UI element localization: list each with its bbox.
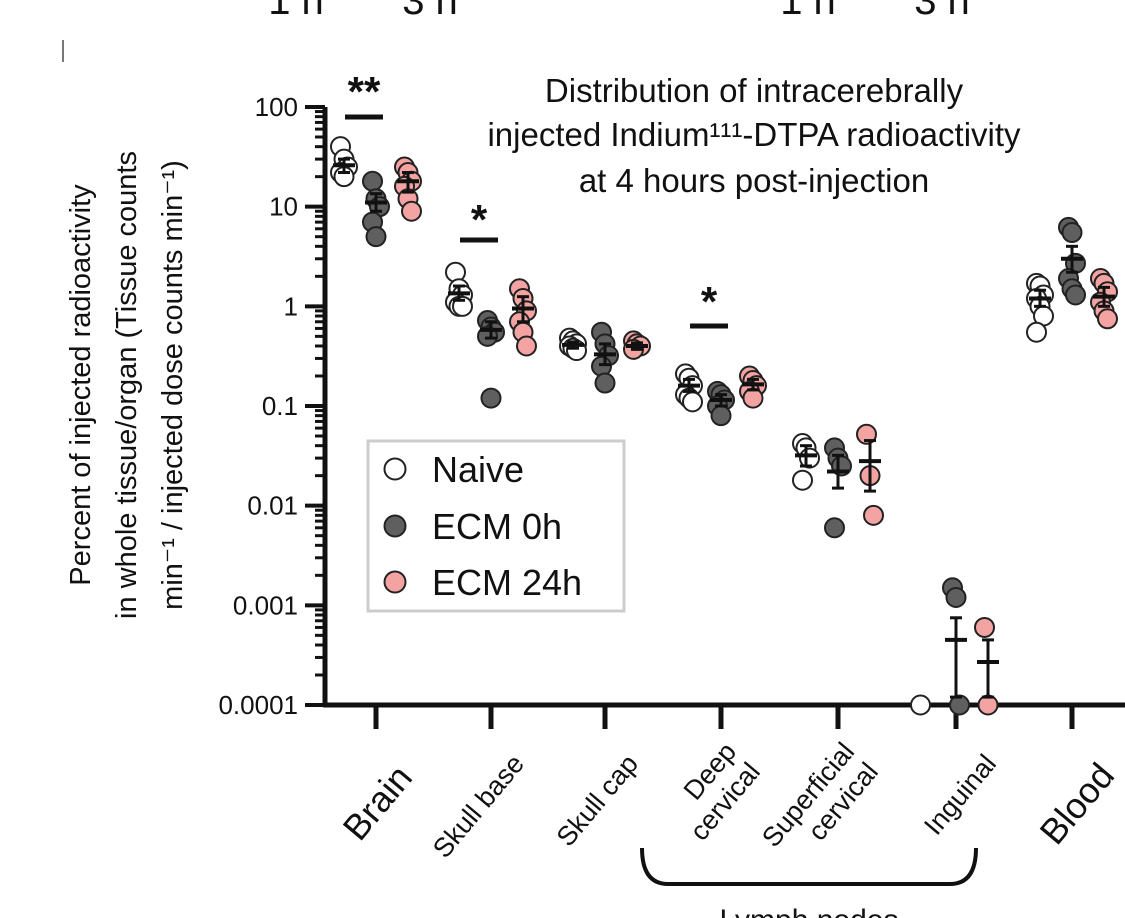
y-tick-label: 0.0001 (218, 690, 298, 720)
y-axis-label: Percent of injected radioactivity in who… (65, 151, 189, 619)
series-naive (330, 136, 1054, 716)
data-point (1097, 308, 1118, 330)
data-point (591, 355, 612, 377)
data-point (365, 226, 387, 248)
significance-label: * (471, 196, 488, 243)
y-tick-label: 1 (284, 291, 298, 321)
y-tick-label: 10 (269, 192, 298, 222)
legend-label-ecm-0h: ECM 0h (432, 506, 562, 547)
bracket-label: Lymph nodes (719, 904, 898, 918)
x-category-label: Skull base (427, 749, 530, 864)
bracket-line (640, 847, 978, 886)
data-point (1026, 321, 1047, 343)
legend-marker-ecm-0h (383, 514, 407, 538)
top-fragment: 1 h (268, 0, 324, 23)
data-point (792, 469, 813, 491)
y-ticks: 0.0001 0.001 0.01 0.1 1 10 100 (218, 92, 325, 720)
significance-label: * (701, 278, 718, 325)
top-fragment: 3 h (402, 0, 458, 23)
legend-label-naive: Naive (432, 449, 524, 490)
x-category-label-group: Brain (335, 757, 420, 848)
y-axis-label-line: min⁻¹ / injected dose counts min⁻¹) (157, 160, 189, 610)
data-point (480, 387, 502, 409)
data-point (1065, 284, 1086, 306)
data-point (856, 423, 877, 445)
data-point (362, 170, 383, 192)
top-fragments: 1 h 3 h 1 h 3 h (268, 0, 970, 23)
chart-title: Distribution of intracerebrally injected… (487, 72, 1021, 199)
data-point (742, 387, 764, 409)
data-point (710, 405, 732, 427)
y-axis-label-line: Percent of injected radioactivity (65, 184, 97, 586)
data-point (974, 616, 995, 638)
legend: Naive ECM 0h ECM 24h (366, 439, 626, 613)
data-point (824, 517, 845, 539)
significance-label: ** (348, 68, 381, 115)
top-fragment: 3 h (914, 0, 970, 23)
series-ecm-0h (362, 170, 1086, 716)
x-category-label-group: Skull cap (551, 749, 644, 852)
significance-markers: **** (345, 68, 728, 329)
y-tick-label: 0.1 (262, 391, 298, 421)
x-category-label: Inguinal (918, 749, 1002, 841)
data-point (1061, 222, 1083, 244)
y-tick-label: 0.001 (233, 590, 298, 620)
data-point (945, 586, 967, 608)
x-category-label-group: Inguinal (918, 749, 1002, 841)
title-line: injected Indium¹¹¹-DTPA radioactivity (487, 116, 1021, 153)
data-point (863, 504, 884, 526)
plot-area (330, 136, 1118, 716)
data-point (401, 200, 422, 222)
x-categories: Brain Skull base Skull cap DeepcervicalSupe… (335, 705, 1122, 864)
data-point (516, 335, 537, 357)
top-fragment: 1 h (780, 0, 836, 23)
x-category-label: Brain (335, 757, 420, 848)
data-point (949, 694, 970, 716)
y-axis-label-line: in whole tissue/organ (Tissue counts (111, 151, 143, 619)
y-tick-label: 100 (255, 92, 298, 122)
legend-box (366, 439, 626, 613)
x-category-label-group: Blood (1031, 755, 1122, 852)
data-point (910, 694, 931, 716)
data-point (594, 372, 616, 394)
x-category-label: Skull cap (551, 749, 644, 852)
series-ecm-24h (394, 156, 1118, 716)
data-point (682, 391, 703, 413)
legend-marker-ecm-24h (383, 570, 407, 594)
lymph-nodes-bracket: Lymph nodes (640, 847, 978, 918)
legend-label-ecm-24h: ECM 24h (432, 562, 582, 603)
title-line: at 4 hours post-injection (579, 162, 929, 199)
legend-marker-naive (383, 457, 407, 481)
x-category-label: Blood (1031, 755, 1122, 852)
y-tick-label: 0.01 (247, 491, 298, 521)
x-category-label-group: Skull base (427, 749, 530, 864)
title-line: Distribution of intracerebrally (545, 72, 964, 109)
